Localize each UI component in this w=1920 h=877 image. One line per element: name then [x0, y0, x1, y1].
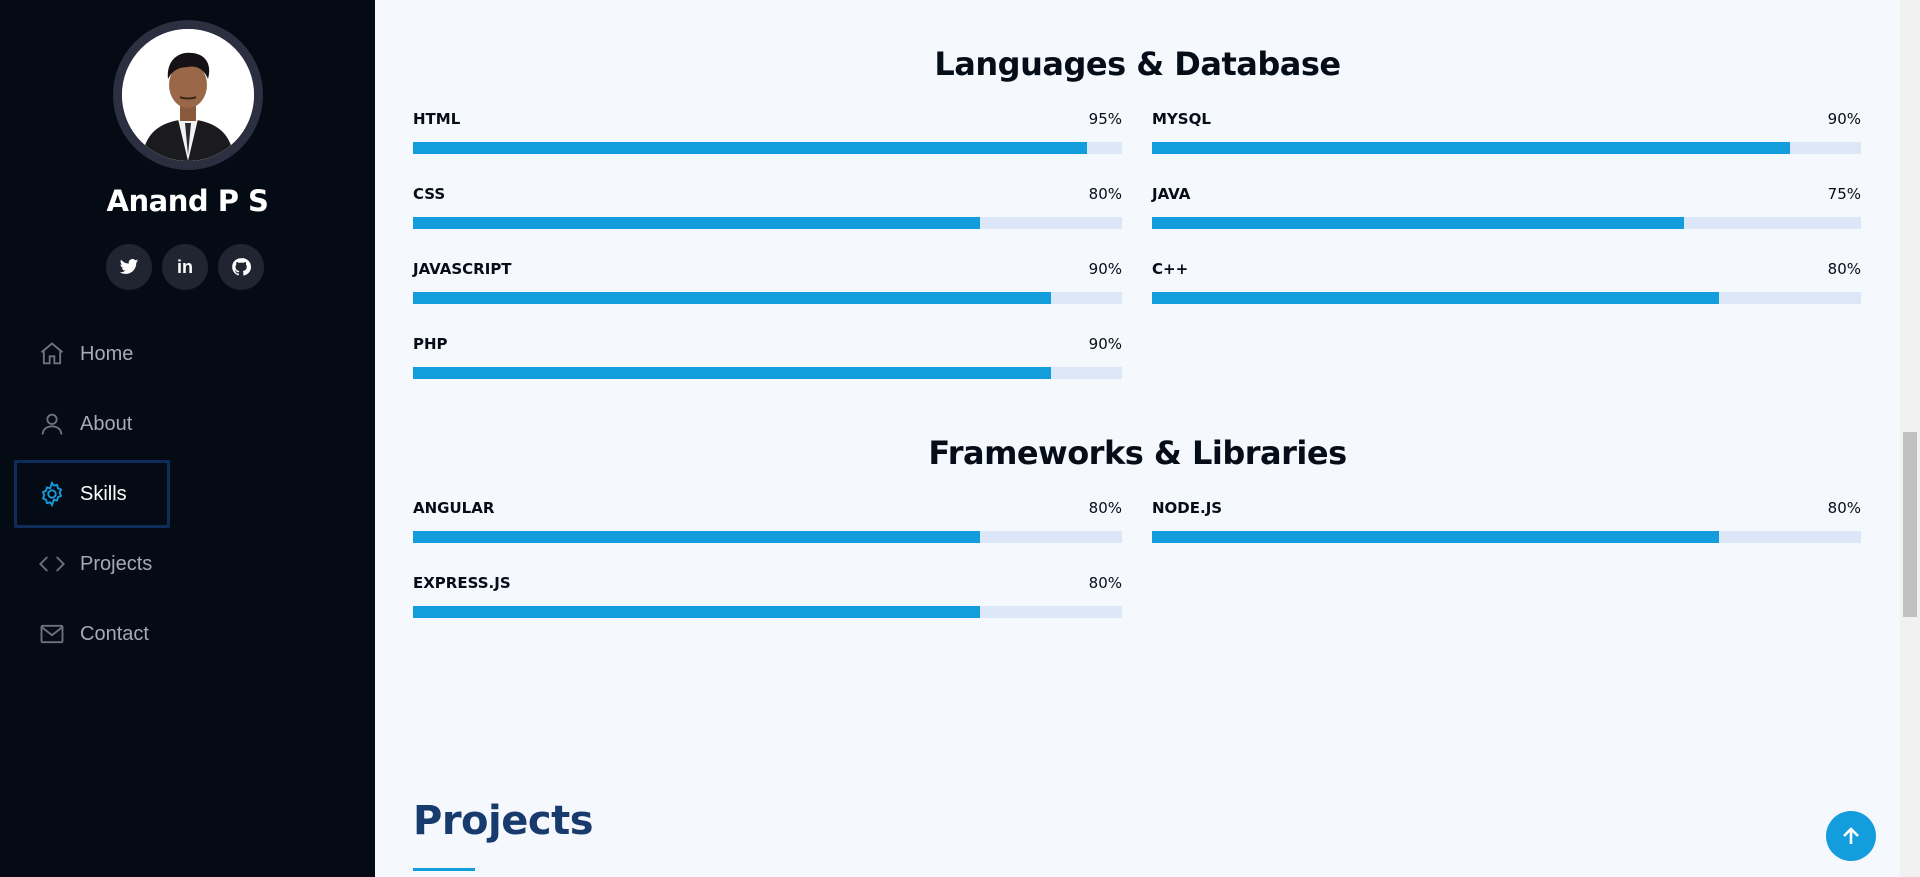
skill-progress-fill — [413, 142, 1087, 154]
home-icon — [40, 342, 64, 365]
nav-item-home[interactable]: Home — [14, 320, 170, 388]
skill-item: C++ 80% — [1152, 260, 1861, 304]
skill-percent: 90% — [1088, 260, 1122, 278]
skill-name: JAVA — [1152, 185, 1191, 203]
skill-progress-fill — [413, 606, 981, 618]
twitter-link[interactable] — [106, 244, 152, 290]
skill-progress-fill — [1152, 142, 1791, 154]
skill-percent: 80% — [1088, 574, 1122, 592]
skill-percent: 75% — [1827, 185, 1861, 203]
envelope-icon — [40, 624, 64, 644]
linkedin-link[interactable]: in — [162, 244, 208, 290]
skill-progress-bar — [1152, 531, 1861, 543]
skill-progress-bar — [413, 292, 1122, 304]
scrollbar[interactable] — [1900, 0, 1920, 877]
skill-name: EXPRESS.JS — [413, 574, 511, 592]
skill-percent: 80% — [1827, 499, 1861, 517]
nav-item-about[interactable]: About — [14, 390, 170, 458]
frameworks-section-title: Frameworks & Libraries — [928, 434, 1347, 472]
skill-progress-bar — [413, 367, 1122, 379]
nav-item-projects[interactable]: Projects — [14, 530, 170, 598]
skill-item: HTML 95% — [413, 110, 1122, 154]
skill-progress-fill — [1152, 292, 1720, 304]
skill-name: HTML — [413, 110, 461, 128]
nav-item-label: Projects — [80, 552, 153, 575]
nav-item-label: Skills — [80, 482, 127, 505]
main-nav: Home About Skills Projects Contact — [14, 320, 170, 670]
skill-progress-bar — [413, 531, 1122, 543]
skill-percent: 95% — [1088, 110, 1122, 128]
arrow-up-icon — [1843, 827, 1859, 844]
skill-item: JAVASCRIPT 90% — [413, 260, 1122, 304]
languages-section-title: Languages & Database — [934, 45, 1341, 83]
skill-progress-bar — [1152, 217, 1861, 229]
skill-progress-bar — [413, 217, 1122, 229]
skill-name: C++ — [1152, 260, 1189, 278]
nav-item-label: Contact — [80, 622, 149, 645]
skill-percent: 80% — [1088, 185, 1122, 203]
profile-photo — [122, 29, 254, 161]
back-to-top-button[interactable] — [1826, 811, 1876, 861]
github-icon — [232, 258, 251, 276]
code-icon — [39, 556, 65, 572]
github-link[interactable] — [218, 244, 264, 290]
main-content: Languages & Database HTML 95% MYSQL 90% CS… — [375, 0, 1900, 877]
skill-percent: 90% — [1827, 110, 1861, 128]
linkedin-icon: in — [177, 256, 193, 277]
skill-name: NODE.JS — [1152, 499, 1223, 517]
sidebar: Anand P S in Home About Skills — [0, 0, 375, 877]
skill-progress-bar — [1152, 142, 1861, 154]
skill-percent: 80% — [1827, 260, 1861, 278]
skill-percent: 80% — [1088, 499, 1122, 517]
projects-section-title: Projects — [413, 798, 594, 844]
nav-item-contact[interactable]: Contact — [14, 600, 170, 668]
nav-item-skills[interactable]: Skills — [14, 460, 170, 528]
skill-progress-fill — [413, 292, 1052, 304]
skill-progress-fill — [413, 367, 1052, 379]
skill-name: MYSQL — [1152, 110, 1211, 128]
skill-name: PHP — [413, 335, 448, 353]
nav-item-label: Home — [80, 342, 134, 365]
title-underline — [413, 868, 475, 871]
skill-item: EXPRESS.JS 80% — [413, 574, 1122, 618]
nav-item-label: About — [80, 412, 133, 435]
skill-name: CSS — [413, 185, 446, 203]
skill-progress-bar — [1152, 292, 1861, 304]
social-links: in — [106, 244, 264, 290]
avatar — [113, 20, 263, 170]
skill-progress-bar — [413, 142, 1122, 154]
skill-item: MYSQL 90% — [1152, 110, 1861, 154]
skill-item: NODE.JS 80% — [1152, 499, 1861, 543]
skill-item: JAVA 75% — [1152, 185, 1861, 229]
skill-percent: 90% — [1088, 335, 1122, 353]
skill-progress-fill — [413, 531, 981, 543]
skill-progress-fill — [1152, 531, 1720, 543]
skill-name: JAVASCRIPT — [413, 260, 512, 278]
skill-item: PHP 90% — [413, 335, 1122, 379]
skill-item: ANGULAR 80% — [413, 499, 1122, 543]
person-icon — [41, 413, 63, 435]
skill-progress-fill — [413, 217, 981, 229]
skill-item: CSS 80% — [413, 185, 1122, 229]
skill-progress-fill — [1152, 217, 1684, 229]
skill-progress-bar — [413, 606, 1122, 618]
twitter-icon — [119, 259, 139, 274]
gear-icon — [41, 480, 63, 508]
skill-name: ANGULAR — [413, 499, 495, 517]
scrollbar-thumb[interactable] — [1903, 432, 1917, 617]
profile-name: Anand P S — [106, 184, 269, 218]
